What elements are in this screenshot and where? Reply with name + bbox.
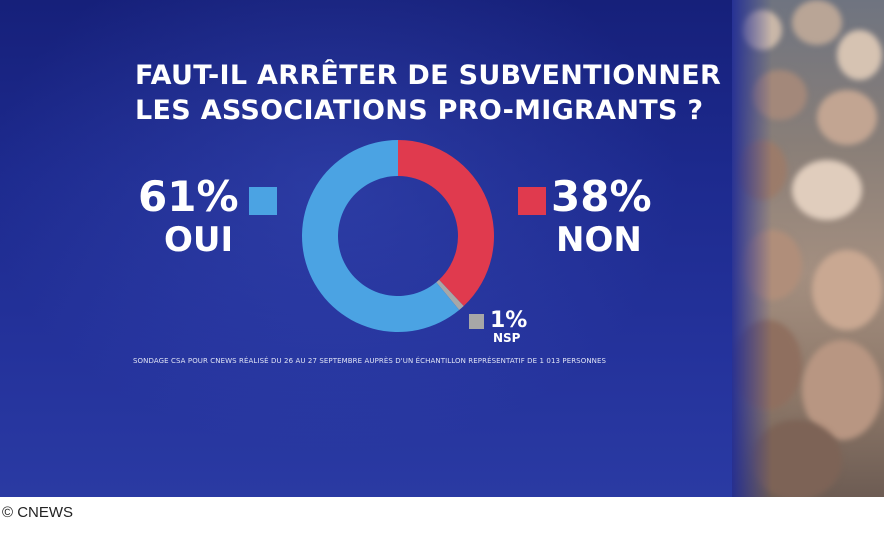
oui-percentage: 61% [138,172,239,221]
chart-title-line-1: FAUT-IL ARRÊTER DE SUBVENTIONNER [135,60,722,91]
oui-label: OUI [164,220,234,260]
donut-slice-nsp [436,279,464,310]
survey-source-note: SONDAGE CSA POUR CNEWS RÉALISÉ DU 26 AU … [133,357,607,365]
image-credit: © CNEWS [2,504,74,521]
donut-chart [301,140,494,332]
chart-title-line-2: LES ASSOCIATIONS PRO-MIGRANTS ? [135,95,704,126]
donut-slice-oui [301,140,460,332]
poll-graphic: FAUT-IL ARRÊTER DE SUBVENTIONNER LES ASS… [0,0,884,497]
chart-title: FAUT-IL ARRÊTER DE SUBVENTIONNER LES ASS… [135,58,735,128]
nsp-percentage: 1% [490,308,528,333]
oui-legend-swatch [249,187,277,215]
non-percentage: 38% [551,172,652,221]
nsp-legend-swatch [469,314,484,329]
non-legend-swatch [518,187,546,215]
background-glow [0,0,740,497]
non-label: NON [556,220,642,260]
nsp-label: NSP [493,331,521,345]
crowd-photo-fade [732,0,772,497]
donut-slice-non [398,140,494,306]
